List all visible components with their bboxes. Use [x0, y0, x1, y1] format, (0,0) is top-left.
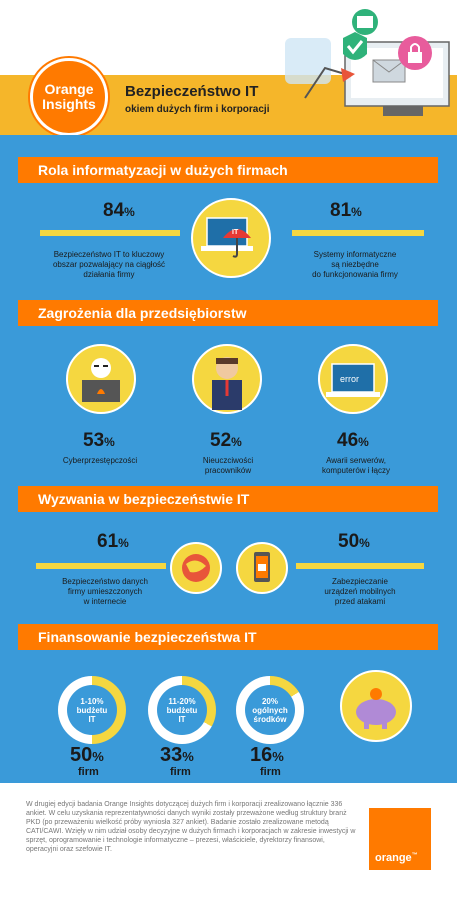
s4-piggy-circle — [340, 670, 412, 742]
s3-left-percent: 61% — [97, 531, 129, 552]
s3-phone-circle — [236, 542, 288, 594]
shield-icon — [343, 32, 367, 60]
budget-percent-3: 16% — [250, 744, 284, 766]
s1-left-bar — [40, 230, 180, 236]
orange-brand-logo: orange™ — [369, 808, 431, 870]
orange-insights-logo: Orange Insights — [30, 58, 108, 136]
s3-right-bar — [296, 563, 424, 569]
section-title-s3: Wyzwania w bezpieczeństwie IT — [18, 486, 438, 512]
budget-donut-2: 11-20% budżetu IT — [148, 676, 216, 744]
hacker-icon — [82, 358, 120, 402]
footer-note: W drugiej edycji badania Orange Insights… — [26, 801, 356, 853]
s1-umbrella-circle: IT — [191, 198, 271, 278]
s2-percent-2: 52% — [210, 430, 242, 451]
s2-employee-circle — [192, 344, 262, 414]
s2-desc-2: Nieuczciwości pracowników — [202, 456, 254, 475]
s3-left-bar — [36, 563, 166, 569]
employee-icon — [212, 357, 242, 410]
orange-brand-text: orange™ — [375, 852, 418, 864]
svg-text:IT: IT — [232, 229, 239, 236]
s2-desc-3: Awarii serwerów, komputerów i łączy — [321, 456, 391, 475]
laptop-error-icon: error — [326, 363, 380, 397]
section-title-s1: Rola informatyzacji w dużych firmach — [18, 157, 438, 183]
s1-right-percent: 81% — [330, 200, 362, 221]
s1-right-desc: Systemy informatyczne są niezbędne do funk… — [312, 250, 398, 279]
svg-text:error: error — [340, 374, 359, 384]
budget-firm-2: firm — [170, 766, 191, 778]
s2-error-circle: error — [318, 344, 388, 414]
window-shape — [285, 38, 331, 84]
logo-line1: Orange — [44, 81, 94, 97]
budget-percent-2: 33% — [160, 744, 194, 766]
budget-donut-3: 20% ogólnych środków — [236, 676, 304, 744]
budget-firm-3: firm — [260, 766, 281, 778]
page-subtitle: okiem dużych firm i korporacji — [125, 104, 270, 115]
s2-percent-1: 53% — [83, 430, 115, 451]
security-illustration — [285, 9, 450, 116]
s2-hacker-circle — [66, 344, 136, 414]
s3-right-percent: 50% — [338, 531, 370, 552]
globe-icon — [182, 554, 210, 582]
page-title: Bezpieczeństwo IT — [125, 83, 259, 100]
s2-desc-1: Cyberprzestępczości — [62, 456, 138, 465]
s1-left-desc: Bezpieczeństwo IT to kluczowy obszar pozw… — [52, 250, 166, 279]
budget-donut-2-label: 11-20% budżetu IT — [157, 685, 207, 735]
budget-donut-1: 1-10% budżetu IT — [58, 676, 126, 744]
monitor-stand — [383, 106, 423, 116]
laptop-umbrella-icon: IT — [201, 217, 253, 258]
s1-right-bar — [292, 230, 424, 236]
budget-percent-1: 50% — [70, 744, 104, 766]
mobile-lock-icon — [254, 552, 270, 582]
s3-left-desc: Bezpieczeństwo danych firmy umieszczonych… — [62, 577, 148, 606]
budget-firm-1: firm — [78, 766, 99, 778]
header: Orange Insights Bezpieczeństwo IT okiem … — [0, 0, 457, 136]
s1-left-percent: 84% — [103, 200, 135, 221]
section-title-s2: Zagrożenia dla przedsiębiorstw — [18, 300, 438, 326]
check-icon — [346, 40, 364, 55]
s2-percent-3: 46% — [337, 430, 369, 451]
piggy-bank-icon — [356, 688, 396, 729]
s3-right-desc: Zabezpieczanie urządzeń mobilnych przed at… — [324, 577, 396, 606]
section-title-s4: Finansowanie bezpieczeństwa IT — [18, 624, 438, 650]
budget-donut-3-label: 20% ogólnych środków — [245, 685, 295, 735]
logo-line2: Insights — [42, 96, 96, 112]
budget-donut-1-label: 1-10% budżetu IT — [67, 685, 117, 735]
lamp-icon — [304, 66, 346, 99]
s3-globe-circle — [170, 542, 222, 594]
